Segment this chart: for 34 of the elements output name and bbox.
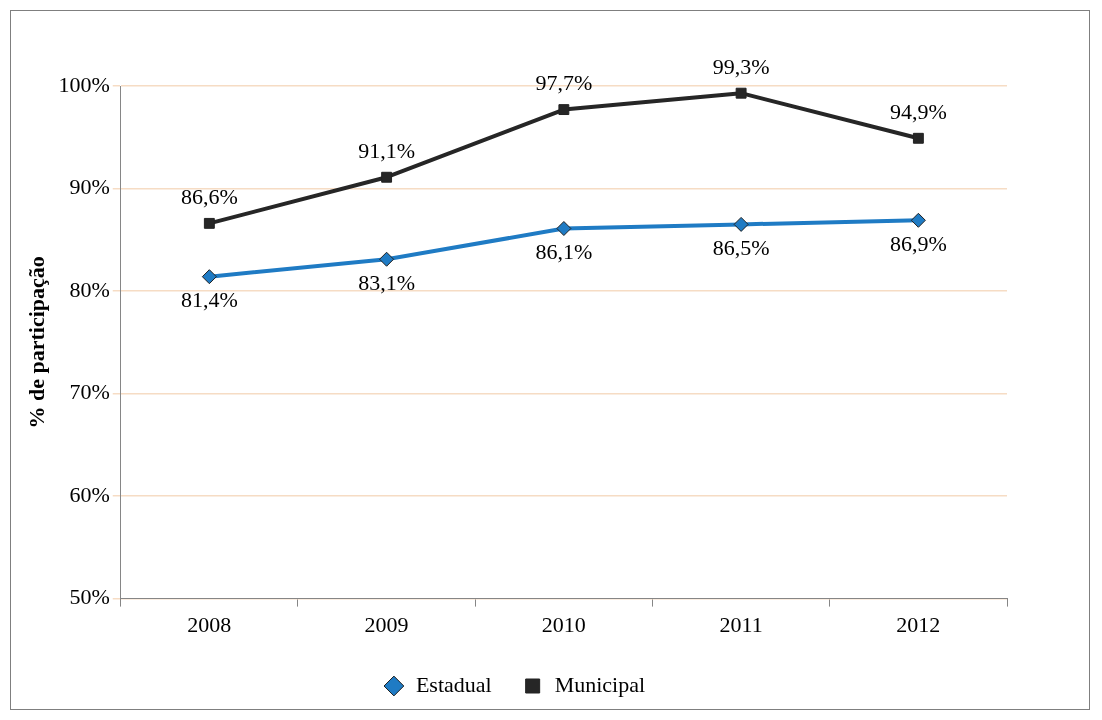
data-label: 86,9%	[889, 231, 947, 257]
data-label: 99,3%	[712, 53, 770, 79]
point	[912, 132, 924, 144]
y-tick-label: 90%	[69, 174, 110, 200]
point	[910, 212, 926, 228]
data-label: 97,7%	[535, 70, 593, 96]
point	[201, 269, 217, 285]
data-label: 91,1%	[358, 138, 416, 164]
x-tick-label: 2009	[364, 611, 409, 637]
point	[558, 104, 570, 116]
y-tick-label: 70%	[69, 379, 110, 405]
y-tick-label: 60%	[69, 481, 110, 507]
y-tick-label: 50%	[69, 584, 110, 610]
x-tick-label: 2011	[719, 611, 763, 637]
y-tick-label: 100%	[58, 71, 110, 97]
point	[556, 221, 572, 236]
x-tick-label: 2012	[896, 611, 941, 637]
point	[203, 217, 215, 229]
data-label: 94,9%	[889, 99, 947, 125]
y-axis-title: % de participação	[23, 256, 49, 429]
x-tick-label: 2008	[187, 611, 232, 637]
point	[379, 251, 395, 267]
legend-label: Municipal	[554, 671, 646, 697]
data-label: 86,6%	[180, 184, 238, 210]
y-tick-label: 80%	[69, 276, 110, 302]
x-tick-label: 2010	[541, 611, 586, 637]
data-label: 86,1%	[535, 239, 593, 265]
data-label: 86,5%	[712, 235, 770, 261]
legend-label: Estadual	[415, 671, 492, 697]
point	[381, 171, 393, 183]
data-label: 81,4%	[180, 287, 238, 313]
data-label: 83,1%	[358, 270, 416, 296]
point	[735, 87, 747, 99]
point	[733, 216, 749, 232]
